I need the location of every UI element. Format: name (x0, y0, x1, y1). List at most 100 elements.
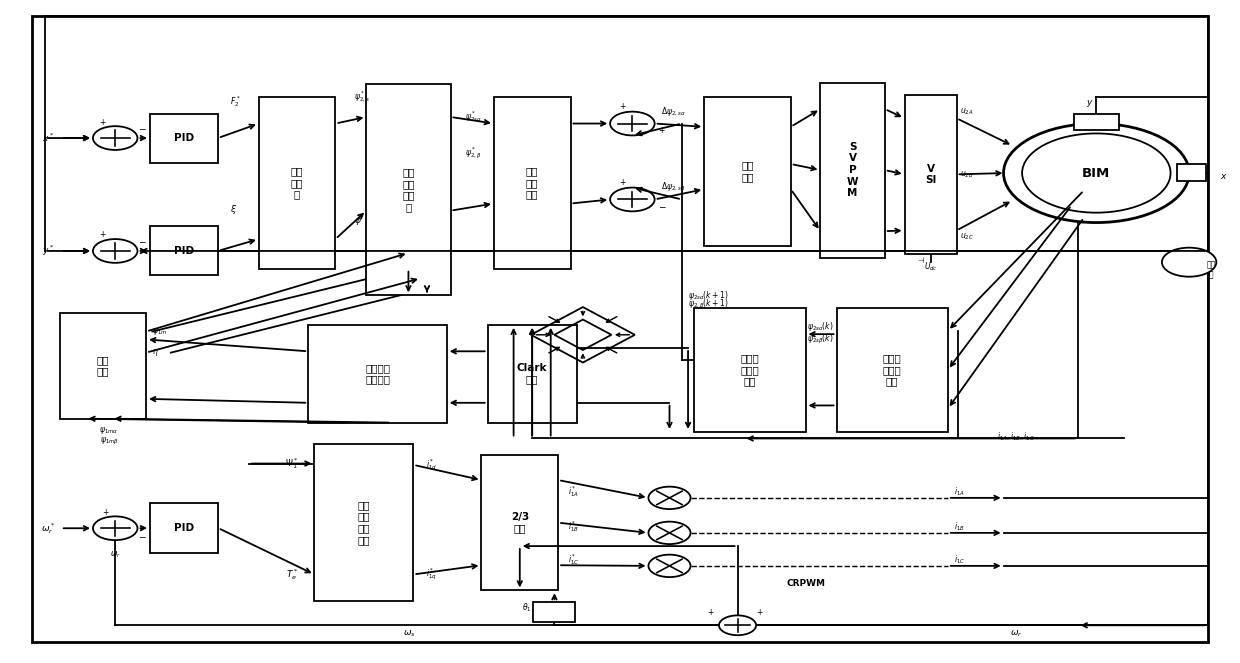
Text: $\psi_{1m}$: $\psi_{1m}$ (153, 326, 167, 337)
Text: $u_{2B}$: $u_{2B}$ (960, 169, 973, 180)
Text: $-$: $-$ (138, 124, 146, 133)
Text: S
V
P
W
M: S V P W M (847, 142, 858, 198)
Text: $\psi_{2s\beta}(k)$: $\psi_{2s\beta}(k)$ (807, 333, 835, 346)
FancyBboxPatch shape (150, 503, 218, 553)
Text: BIM: BIM (1083, 166, 1111, 180)
FancyBboxPatch shape (904, 95, 956, 253)
FancyBboxPatch shape (704, 97, 791, 246)
FancyBboxPatch shape (487, 325, 577, 422)
Circle shape (649, 555, 691, 577)
Text: $i^*_{1C}$: $i^*_{1C}$ (568, 552, 579, 567)
Text: $+$: $+$ (756, 607, 764, 617)
Text: $y$: $y$ (1086, 98, 1094, 109)
FancyBboxPatch shape (259, 97, 336, 269)
Text: $i^*_{1A}$: $i^*_{1A}$ (568, 484, 579, 499)
FancyBboxPatch shape (366, 84, 450, 295)
Circle shape (610, 111, 655, 135)
Text: $u_{2A}$: $u_{2A}$ (960, 106, 973, 117)
Text: $F_2^*$: $F_2^*$ (231, 94, 241, 109)
Text: 气隙
磁场
定向
控制: 气隙 磁场 定向 控制 (357, 500, 371, 545)
Text: $\omega_r$: $\omega_r$ (110, 550, 120, 560)
Text: $\psi^*_{2s\alpha}$: $\psi^*_{2s\alpha}$ (465, 109, 481, 125)
FancyBboxPatch shape (309, 325, 446, 422)
FancyBboxPatch shape (60, 313, 146, 418)
Text: $y^*$: $y^*$ (42, 244, 55, 258)
Text: $-$: $-$ (138, 237, 146, 245)
Text: $i_{1A},i_{1B},i_{1C}$: $i_{1A},i_{1B},i_{1C}$ (997, 431, 1035, 444)
FancyBboxPatch shape (694, 308, 806, 432)
Text: $+$: $+$ (102, 507, 109, 516)
Text: $x^*$: $x^*$ (42, 132, 55, 145)
Text: $i_{1d}^*$: $i_{1d}^*$ (425, 457, 436, 472)
Circle shape (649, 487, 691, 509)
Circle shape (93, 516, 138, 540)
Text: $\psi_{1m\beta}$: $\psi_{1m\beta}$ (99, 436, 119, 448)
Text: $i_{1B}$: $i_{1B}$ (954, 520, 965, 532)
Text: $\Psi_1^*$: $\Psi_1^*$ (285, 456, 299, 471)
Text: $T_e^*$: $T_e^*$ (286, 567, 299, 582)
Circle shape (1022, 133, 1171, 213)
FancyBboxPatch shape (1177, 164, 1207, 181)
Text: 目标
函数: 目标 函数 (742, 160, 754, 182)
FancyBboxPatch shape (533, 602, 575, 622)
Text: $+$: $+$ (99, 229, 107, 239)
Text: $\omega_r^*$: $\omega_r^*$ (41, 521, 56, 536)
Text: $+$: $+$ (619, 177, 626, 187)
Circle shape (93, 126, 138, 150)
Text: 2/3
变换: 2/3 变换 (511, 512, 529, 534)
Text: 光码
盘: 光码 盘 (1207, 261, 1216, 280)
Text: $+$: $+$ (99, 117, 107, 127)
Text: $+$: $+$ (658, 125, 666, 135)
Text: 直角
坐标
变换: 直角 坐标 变换 (526, 166, 538, 200)
FancyBboxPatch shape (315, 444, 413, 601)
Text: $+$: $+$ (619, 101, 626, 111)
Text: $\xi$: $\xi$ (231, 203, 237, 216)
Text: 悬浮绕
组磁链
观测: 悬浮绕 组磁链 观测 (883, 353, 901, 387)
Text: $\psi_{1m\alpha}$: $\psi_{1m\alpha}$ (99, 425, 119, 436)
Text: $\omega_s$: $\omega_s$ (403, 629, 417, 639)
Text: $i_{1q}^*$: $i_{1q}^*$ (425, 567, 436, 582)
Circle shape (1003, 123, 1189, 223)
Text: 悬浮
力计
算模
块: 悬浮 力计 算模 块 (402, 167, 414, 212)
FancyBboxPatch shape (1074, 114, 1118, 130)
Circle shape (93, 239, 138, 263)
Text: $u_{2C}$: $u_{2C}$ (960, 232, 975, 243)
Text: $\Delta\psi_{2,s\beta}$: $\Delta\psi_{2,s\beta}$ (661, 181, 686, 194)
Circle shape (1162, 248, 1216, 276)
Text: $x$: $x$ (1220, 172, 1228, 181)
Circle shape (610, 188, 655, 211)
Text: V
SI: V SI (925, 164, 936, 185)
Text: CRPWM: CRPWM (786, 579, 825, 588)
Text: $\eta$: $\eta$ (153, 347, 159, 358)
Text: $\varphi$: $\varphi$ (353, 215, 362, 227)
FancyBboxPatch shape (837, 308, 947, 432)
Text: $\psi^*_{2,s}$: $\psi^*_{2,s}$ (353, 90, 370, 105)
FancyBboxPatch shape (150, 226, 218, 275)
Text: $i^*_{1B}$: $i^*_{1B}$ (568, 519, 579, 534)
Text: $i_{1A}$: $i_{1A}$ (954, 485, 965, 497)
Text: $-$: $-$ (138, 532, 146, 540)
Circle shape (719, 615, 756, 635)
Text: 转矩绕组
磁链观测: 转矩绕组 磁链观测 (365, 363, 391, 385)
Text: $i_{1C}$: $i_{1C}$ (954, 553, 965, 566)
Text: $\psi_{2s\alpha}(k+1)$: $\psi_{2s\alpha}(k+1)$ (688, 289, 729, 302)
FancyBboxPatch shape (494, 97, 570, 269)
FancyBboxPatch shape (481, 455, 558, 590)
Text: Clark
变换: Clark 变换 (517, 363, 547, 385)
Text: $\psi^*_{2,\beta}$: $\psi^*_{2,\beta}$ (465, 145, 481, 161)
Text: $\theta_1$: $\theta_1$ (522, 601, 532, 614)
Text: $U_{dc}$: $U_{dc}$ (924, 261, 937, 273)
Text: $\psi_{2s\alpha}(k)$: $\psi_{2s\alpha}(k)$ (807, 320, 835, 333)
Text: $\psi_{2,\beta}(k+1)$: $\psi_{2,\beta}(k+1)$ (688, 298, 729, 311)
Text: $\dashv$: $\dashv$ (916, 255, 925, 265)
Text: 极坐
标变
换: 极坐 标变 换 (291, 166, 304, 200)
Text: PID: PID (174, 133, 193, 143)
Text: PID: PID (174, 245, 193, 256)
Text: $\omega_r$: $\omega_r$ (1009, 629, 1022, 639)
FancyBboxPatch shape (821, 83, 885, 257)
Text: $-$: $-$ (657, 202, 666, 211)
FancyBboxPatch shape (32, 16, 1208, 642)
Circle shape (649, 522, 691, 544)
Text: PID: PID (174, 523, 193, 533)
Text: $+$: $+$ (707, 607, 714, 617)
